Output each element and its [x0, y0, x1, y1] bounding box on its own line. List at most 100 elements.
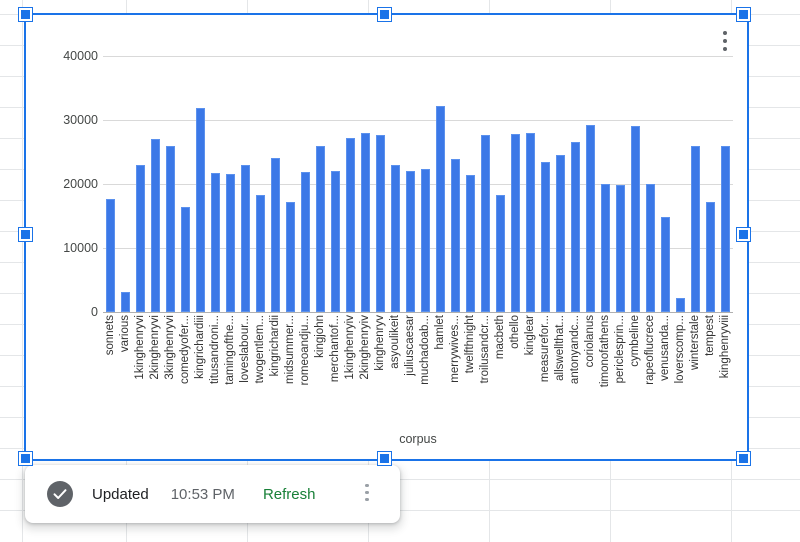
selection-handle-bottom-left[interactable]: [19, 452, 32, 465]
bar[interactable]: [660, 216, 671, 312]
bar[interactable]: [105, 198, 116, 312]
x-axis-tick-label: 3kinghenryvi: [163, 315, 176, 380]
x-axis-tick-label: 2kinghenryvi: [148, 315, 161, 380]
bar[interactable]: [240, 164, 251, 312]
bar[interactable]: [345, 137, 356, 312]
bar[interactable]: [300, 172, 311, 312]
selection-handle-middle-left[interactable]: [19, 228, 32, 241]
selection-handle-top-right[interactable]: [737, 8, 750, 21]
bar[interactable]: [495, 194, 506, 312]
bar[interactable]: [645, 184, 656, 312]
x-axis-tick-label: loverscomp...: [673, 315, 686, 384]
bar[interactable]: [540, 162, 551, 312]
x-axis-tick-label: titusandroni...: [208, 315, 221, 385]
bar[interactable]: [525, 132, 536, 312]
selection-handle-bottom-center[interactable]: [378, 452, 391, 465]
toast-overflow-menu-icon[interactable]: [359, 483, 375, 505]
x-axis-tick-label: kinghenryv: [373, 315, 386, 371]
bar[interactable]: [390, 165, 401, 312]
bar[interactable]: [465, 175, 476, 312]
bar[interactable]: [510, 134, 521, 312]
x-axis-tick-label: comedyofer...: [178, 315, 191, 385]
y-axis-tick-label: 0: [91, 305, 98, 319]
x-axis-tick-label: macbeth: [493, 315, 506, 360]
bar[interactable]: [360, 132, 371, 312]
bar[interactable]: [450, 159, 461, 312]
bar[interactable]: [270, 158, 281, 312]
chart-overflow-menu-icon[interactable]: [717, 31, 733, 57]
bar[interactable]: [165, 145, 176, 312]
bar[interactable]: [585, 125, 596, 312]
bar[interactable]: [405, 171, 416, 312]
bar[interactable]: [135, 164, 146, 312]
bar[interactable]: [720, 145, 731, 312]
bar[interactable]: [615, 184, 626, 312]
x-axis-tick-label: kingjohn: [313, 315, 326, 358]
selection-handle-bottom-right[interactable]: [737, 452, 750, 465]
selection-handle-middle-right[interactable]: [737, 228, 750, 241]
bar[interactable]: [630, 125, 641, 312]
bar[interactable]: [675, 297, 686, 312]
selection-handle-top-left[interactable]: [19, 8, 32, 21]
y-axis-tick-label: 30000: [63, 113, 98, 127]
bar[interactable]: [420, 168, 431, 312]
dot: [723, 39, 727, 43]
x-axis-tick-label: 2kinghenryiv: [358, 315, 371, 380]
x-axis-tick-label: kingrichardiii: [193, 315, 206, 379]
x-axis-tick-label: measurefor...: [538, 315, 551, 383]
x-axis-tick-label: juliuscaesar: [403, 315, 416, 376]
x-axis-title: corpus: [399, 432, 437, 446]
x-axis-tick-label: sonnets: [103, 315, 116, 356]
x-axis-tick-label: allswellthat...: [553, 315, 566, 381]
x-axis-tick-label: rapeoflucrece: [643, 315, 656, 385]
refresh-button[interactable]: Refresh: [262, 485, 316, 503]
x-axis-tick-label: hamlet: [433, 315, 446, 350]
bar[interactable]: [120, 292, 131, 312]
selection-handle-top-center[interactable]: [378, 8, 391, 21]
y-axis-ticks: 0 10000 20000 30000 40000: [26, 15, 98, 459]
dot: [365, 490, 369, 494]
gridline: [103, 248, 733, 249]
bar[interactable]: [150, 139, 161, 312]
bar-series: [103, 15, 733, 312]
y-axis-tick-label: 40000: [63, 49, 98, 63]
x-axis-tick-label: antonyandc...: [568, 315, 581, 385]
gridline: [103, 120, 733, 121]
x-axis-tick-label: various: [118, 315, 131, 353]
bar[interactable]: [315, 145, 326, 312]
bar[interactable]: [225, 174, 236, 312]
bar[interactable]: [435, 105, 446, 312]
bar[interactable]: [180, 207, 191, 312]
toast-timestamp: 10:53 PM: [170, 485, 235, 503]
bar[interactable]: [480, 134, 491, 312]
chart-plot-area: 0 10000 20000 30000 40000 sonnets various 1kin…: [26, 15, 747, 459]
bar[interactable]: [555, 155, 566, 312]
x-axis-tick-label: venusanda...: [658, 315, 671, 381]
x-axis-tick-label: cymbeline: [628, 315, 641, 367]
dot: [723, 31, 727, 35]
bar[interactable]: [690, 146, 701, 312]
bar[interactable]: [195, 107, 206, 312]
x-axis-tick-label: loveslabour...: [238, 315, 251, 383]
bar[interactable]: [210, 173, 221, 312]
dot: [365, 483, 369, 487]
bar[interactable]: [600, 184, 611, 312]
bar[interactable]: [570, 141, 581, 312]
bar[interactable]: [375, 134, 386, 312]
updated-toast: Updated 10:53 PM Refresh: [25, 465, 400, 523]
bar[interactable]: [705, 201, 716, 312]
x-axis-tick-label: asyoulikeit: [388, 315, 401, 369]
x-axis-tick-label: twelfthnight: [463, 315, 476, 374]
chart-object[interactable]: 0 10000 20000 30000 40000 sonnets various 1kin…: [24, 13, 749, 461]
x-axis-tick-label: twogentlem...: [253, 315, 266, 384]
gridline: [103, 184, 733, 185]
bar[interactable]: [330, 171, 341, 312]
x-axis-tick-label: tamingofthe...: [223, 315, 236, 385]
y-axis-tick-label: 10000: [63, 241, 98, 255]
x-axis-tick-label: kingrichardii: [268, 315, 281, 377]
x-axis-labels: sonnets various 1kinghenryvi 2kinghenryvi 3k…: [103, 315, 733, 427]
bar[interactable]: [255, 194, 266, 312]
grid-row: [0, 479, 800, 480]
bar[interactable]: [285, 201, 296, 312]
